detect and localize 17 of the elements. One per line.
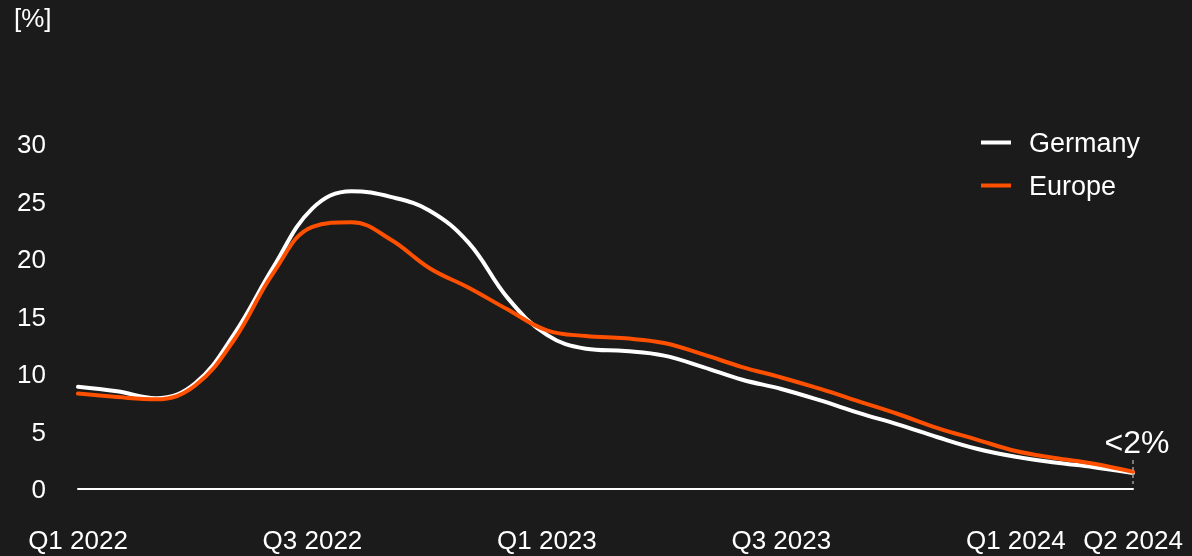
legend-label: Germany — [1028, 127, 1141, 158]
x-tick-label: Q3 2023 — [731, 525, 832, 555]
y-axis-title: [%] — [14, 3, 52, 33]
x-tick-label: Q1 2024 — [965, 525, 1066, 555]
annotation: <2% — [1104, 423, 1170, 460]
y-tick-label: 15 — [17, 301, 46, 332]
y-tick-label: 10 — [17, 359, 46, 389]
x-tick-label: Q1 2022 — [28, 525, 128, 555]
x-tick-label: Q1 2023 — [497, 525, 597, 555]
y-tick-label: 20 — [17, 244, 46, 274]
y-tick-label: 30 — [17, 129, 46, 159]
y-tick-label: 0 — [31, 474, 46, 504]
legend-label: Europe — [1028, 170, 1117, 201]
y-tick-label: 25 — [17, 186, 46, 217]
x-tick-label: Q3 2022 — [262, 525, 363, 555]
y-tick-label: 5 — [31, 416, 46, 447]
x-tick-label: Q2 2024 — [1083, 525, 1183, 555]
